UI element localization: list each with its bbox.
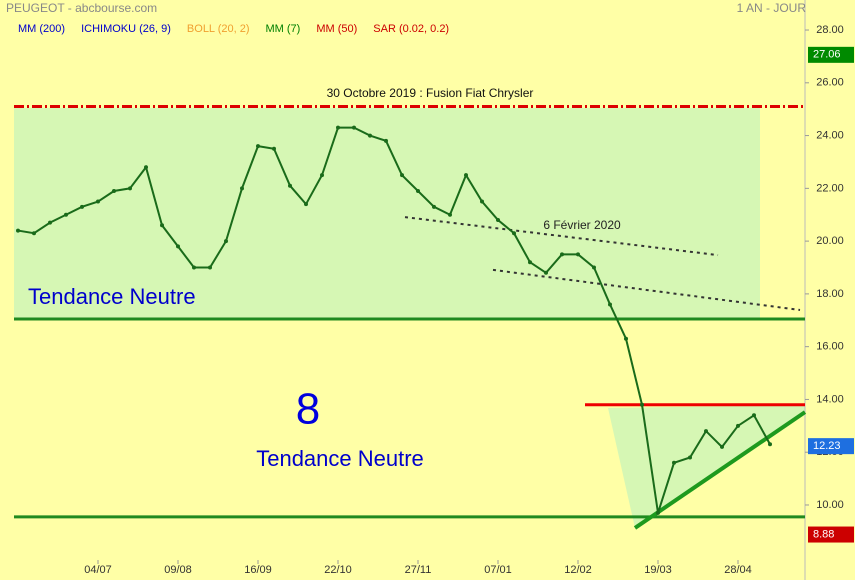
- x-tick-label: 04/07: [84, 564, 112, 576]
- chart-title: PEUGEOT - abcbourse.com: [6, 1, 157, 15]
- y-tick-label: 16.00: [816, 341, 844, 353]
- x-tick-label: 12/02: [564, 564, 592, 576]
- price-point: [368, 133, 372, 138]
- price-point: [736, 423, 740, 428]
- price-point: [224, 239, 228, 244]
- price-point: [768, 442, 772, 447]
- price-point: [496, 218, 500, 223]
- price-tag: [808, 438, 854, 455]
- price-point: [640, 402, 644, 407]
- price-point: [288, 183, 292, 188]
- price-point: [112, 188, 116, 193]
- price-point: [208, 265, 212, 270]
- y-tick-label: 28.00: [816, 24, 844, 36]
- y-tick-label: 18.00: [816, 288, 844, 300]
- price-tag-label: 8.88: [813, 528, 834, 540]
- price-point: [160, 223, 164, 228]
- price-point: [16, 228, 20, 233]
- price-point: [64, 212, 68, 217]
- price-point: [336, 125, 340, 130]
- price-point: [608, 302, 612, 307]
- price-point: [656, 510, 660, 515]
- legend-entry: MM (200): [18, 23, 65, 35]
- x-tick-label: 27/11: [405, 564, 432, 576]
- price-point: [464, 173, 468, 178]
- price-point: [352, 125, 356, 130]
- trend-line: [633, 410, 807, 530]
- price-point: [320, 173, 324, 178]
- price-point: [256, 144, 260, 149]
- x-tick-label: 19/03: [644, 564, 672, 576]
- price-point: [688, 455, 692, 460]
- legend-entry: MM (50): [316, 23, 357, 35]
- price-point: [384, 138, 388, 143]
- legend-entry: SAR (0.02, 0.2): [373, 23, 449, 35]
- price-tag: [808, 526, 854, 543]
- price-point: [592, 265, 596, 270]
- price-tag-label: 12.23: [813, 440, 841, 452]
- price-point: [704, 429, 708, 434]
- price-point: [576, 252, 580, 257]
- price-point: [144, 165, 148, 170]
- price-point: [544, 270, 548, 275]
- price-point: [624, 336, 628, 341]
- price-point: [176, 244, 180, 249]
- price-point: [560, 252, 564, 257]
- x-tick-label: 22/10: [324, 564, 352, 576]
- price-tag-label: 27.06: [813, 49, 841, 61]
- x-tick-label: 16/09: [244, 564, 272, 576]
- x-tick-label: 09/08: [164, 564, 192, 576]
- price-point: [96, 199, 100, 204]
- y-tick-label: 24.00: [816, 129, 844, 141]
- y-tick-label: 14.00: [816, 393, 844, 405]
- annotation: Tendance Neutre: [256, 446, 424, 471]
- zone: [608, 405, 805, 528]
- y-tick-label: 22.00: [816, 182, 844, 194]
- price-point: [128, 186, 132, 191]
- legend-entry: ICHIMOKU (26, 9): [81, 23, 171, 35]
- price-point: [192, 265, 196, 270]
- price-point: [48, 220, 52, 225]
- price-point: [512, 231, 516, 236]
- price-point: [448, 212, 452, 217]
- annotation: 8: [296, 385, 320, 434]
- x-tick-label: 28/04: [724, 564, 752, 576]
- annotation: 30 Octobre 2019 : Fusion Fiat Chrysler: [327, 86, 534, 100]
- price-point: [272, 146, 276, 151]
- price-point: [304, 202, 308, 207]
- annotation: Tendance Neutre: [28, 284, 196, 309]
- price-point: [80, 204, 84, 209]
- price-point: [480, 199, 484, 204]
- y-tick-label: 10.00: [816, 499, 844, 511]
- price-point: [720, 444, 724, 449]
- annotation: 6 Février 2020: [543, 218, 621, 232]
- price-point: [416, 188, 420, 193]
- legend-entry: MM (7): [266, 23, 301, 35]
- price-point: [400, 173, 404, 178]
- price-line: [17, 126, 771, 514]
- price-point: [672, 460, 676, 465]
- period: 1 AN - JOUR: [737, 1, 807, 15]
- y-tick-label: 20.00: [816, 235, 844, 247]
- price-tag: [808, 46, 854, 63]
- price-point: [32, 231, 36, 236]
- price-point: [752, 413, 756, 418]
- price-point: [528, 260, 532, 265]
- price-point: [240, 186, 244, 191]
- y-tick-label: 26.00: [816, 77, 844, 89]
- legend-entry: BOLL (20, 2): [187, 23, 250, 35]
- price-point: [432, 204, 436, 209]
- trend-line: [492, 268, 801, 311]
- x-tick-label: 07/01: [484, 564, 512, 576]
